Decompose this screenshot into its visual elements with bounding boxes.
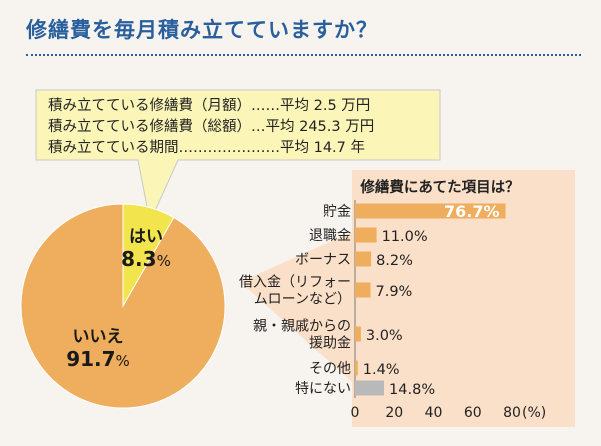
pie-label-yes: はい 8.3% <box>110 227 182 271</box>
info-callout <box>35 89 441 224</box>
bar-category-label: 特にない <box>295 381 351 397</box>
bar-2 <box>355 251 372 267</box>
x-axis-unit: (%) <box>522 405 546 421</box>
bar-category-label: 援助金 <box>309 336 351 352</box>
bar-value-label: 8.2% <box>376 253 413 269</box>
pie-slice-label-yes: はい <box>129 227 163 247</box>
info-line-period: 積み立てている期間…………………平均 14.7 年 <box>48 139 365 156</box>
pie-slice-label-no: いいえ <box>72 327 124 347</box>
x-tick-label: 40 <box>425 405 443 421</box>
bar-4 <box>355 326 361 342</box>
pie-chart <box>20 203 226 409</box>
bar-category-label: 親・親戚からの <box>253 319 351 335</box>
x-tick-label: 60 <box>464 405 482 421</box>
bar-value-label: 11.0% <box>382 229 428 245</box>
info-line-monthly: 積み立てている修繕費（月額）……平均 2.5 万円 <box>48 97 370 114</box>
info-line-total: 積み立てている修繕費（総額）…平均 245.3 万円 <box>48 118 374 135</box>
bar-6 <box>355 380 385 396</box>
bar-value-label: 1.4% <box>363 362 400 378</box>
bar-0 <box>355 203 506 219</box>
bar-category-label: 借入金（リフォー <box>239 275 351 291</box>
x-tick-label: 80 <box>503 405 521 421</box>
bar-value-label: 14.8% <box>389 382 435 398</box>
page-title: 修繕費を毎月積み立てていますか？ <box>26 18 378 42</box>
bar-category-label: 退職金 <box>309 228 351 244</box>
bar-value-label: 7.9% <box>376 284 413 300</box>
x-tick-label: 20 <box>385 405 403 421</box>
bar-1 <box>355 227 377 243</box>
bar-category-label: ムローンなど） <box>254 292 351 308</box>
pie-slice-value-yes: 8.3% <box>121 246 171 271</box>
pie-slice-no <box>20 203 226 409</box>
x-tick-label: 0 <box>351 405 360 421</box>
bar-value-label: 3.0% <box>366 328 403 344</box>
pie-label-no: いいえ 91.7% <box>48 327 148 371</box>
bar-chart-title: 修繕費にあてた項目は？ <box>359 178 519 196</box>
bar-5 <box>355 360 358 376</box>
title-divider <box>26 54 581 56</box>
bar-value-label: 76.7% <box>444 202 500 221</box>
bar-category-label: ボーナス <box>295 252 351 268</box>
bar-3 <box>355 282 371 298</box>
pie-slice-value-no: 91.7% <box>66 346 130 371</box>
bar-panel <box>240 170 575 427</box>
bar-category-label: 貯金 <box>323 204 351 220</box>
bar-category-label: その他 <box>309 361 351 377</box>
